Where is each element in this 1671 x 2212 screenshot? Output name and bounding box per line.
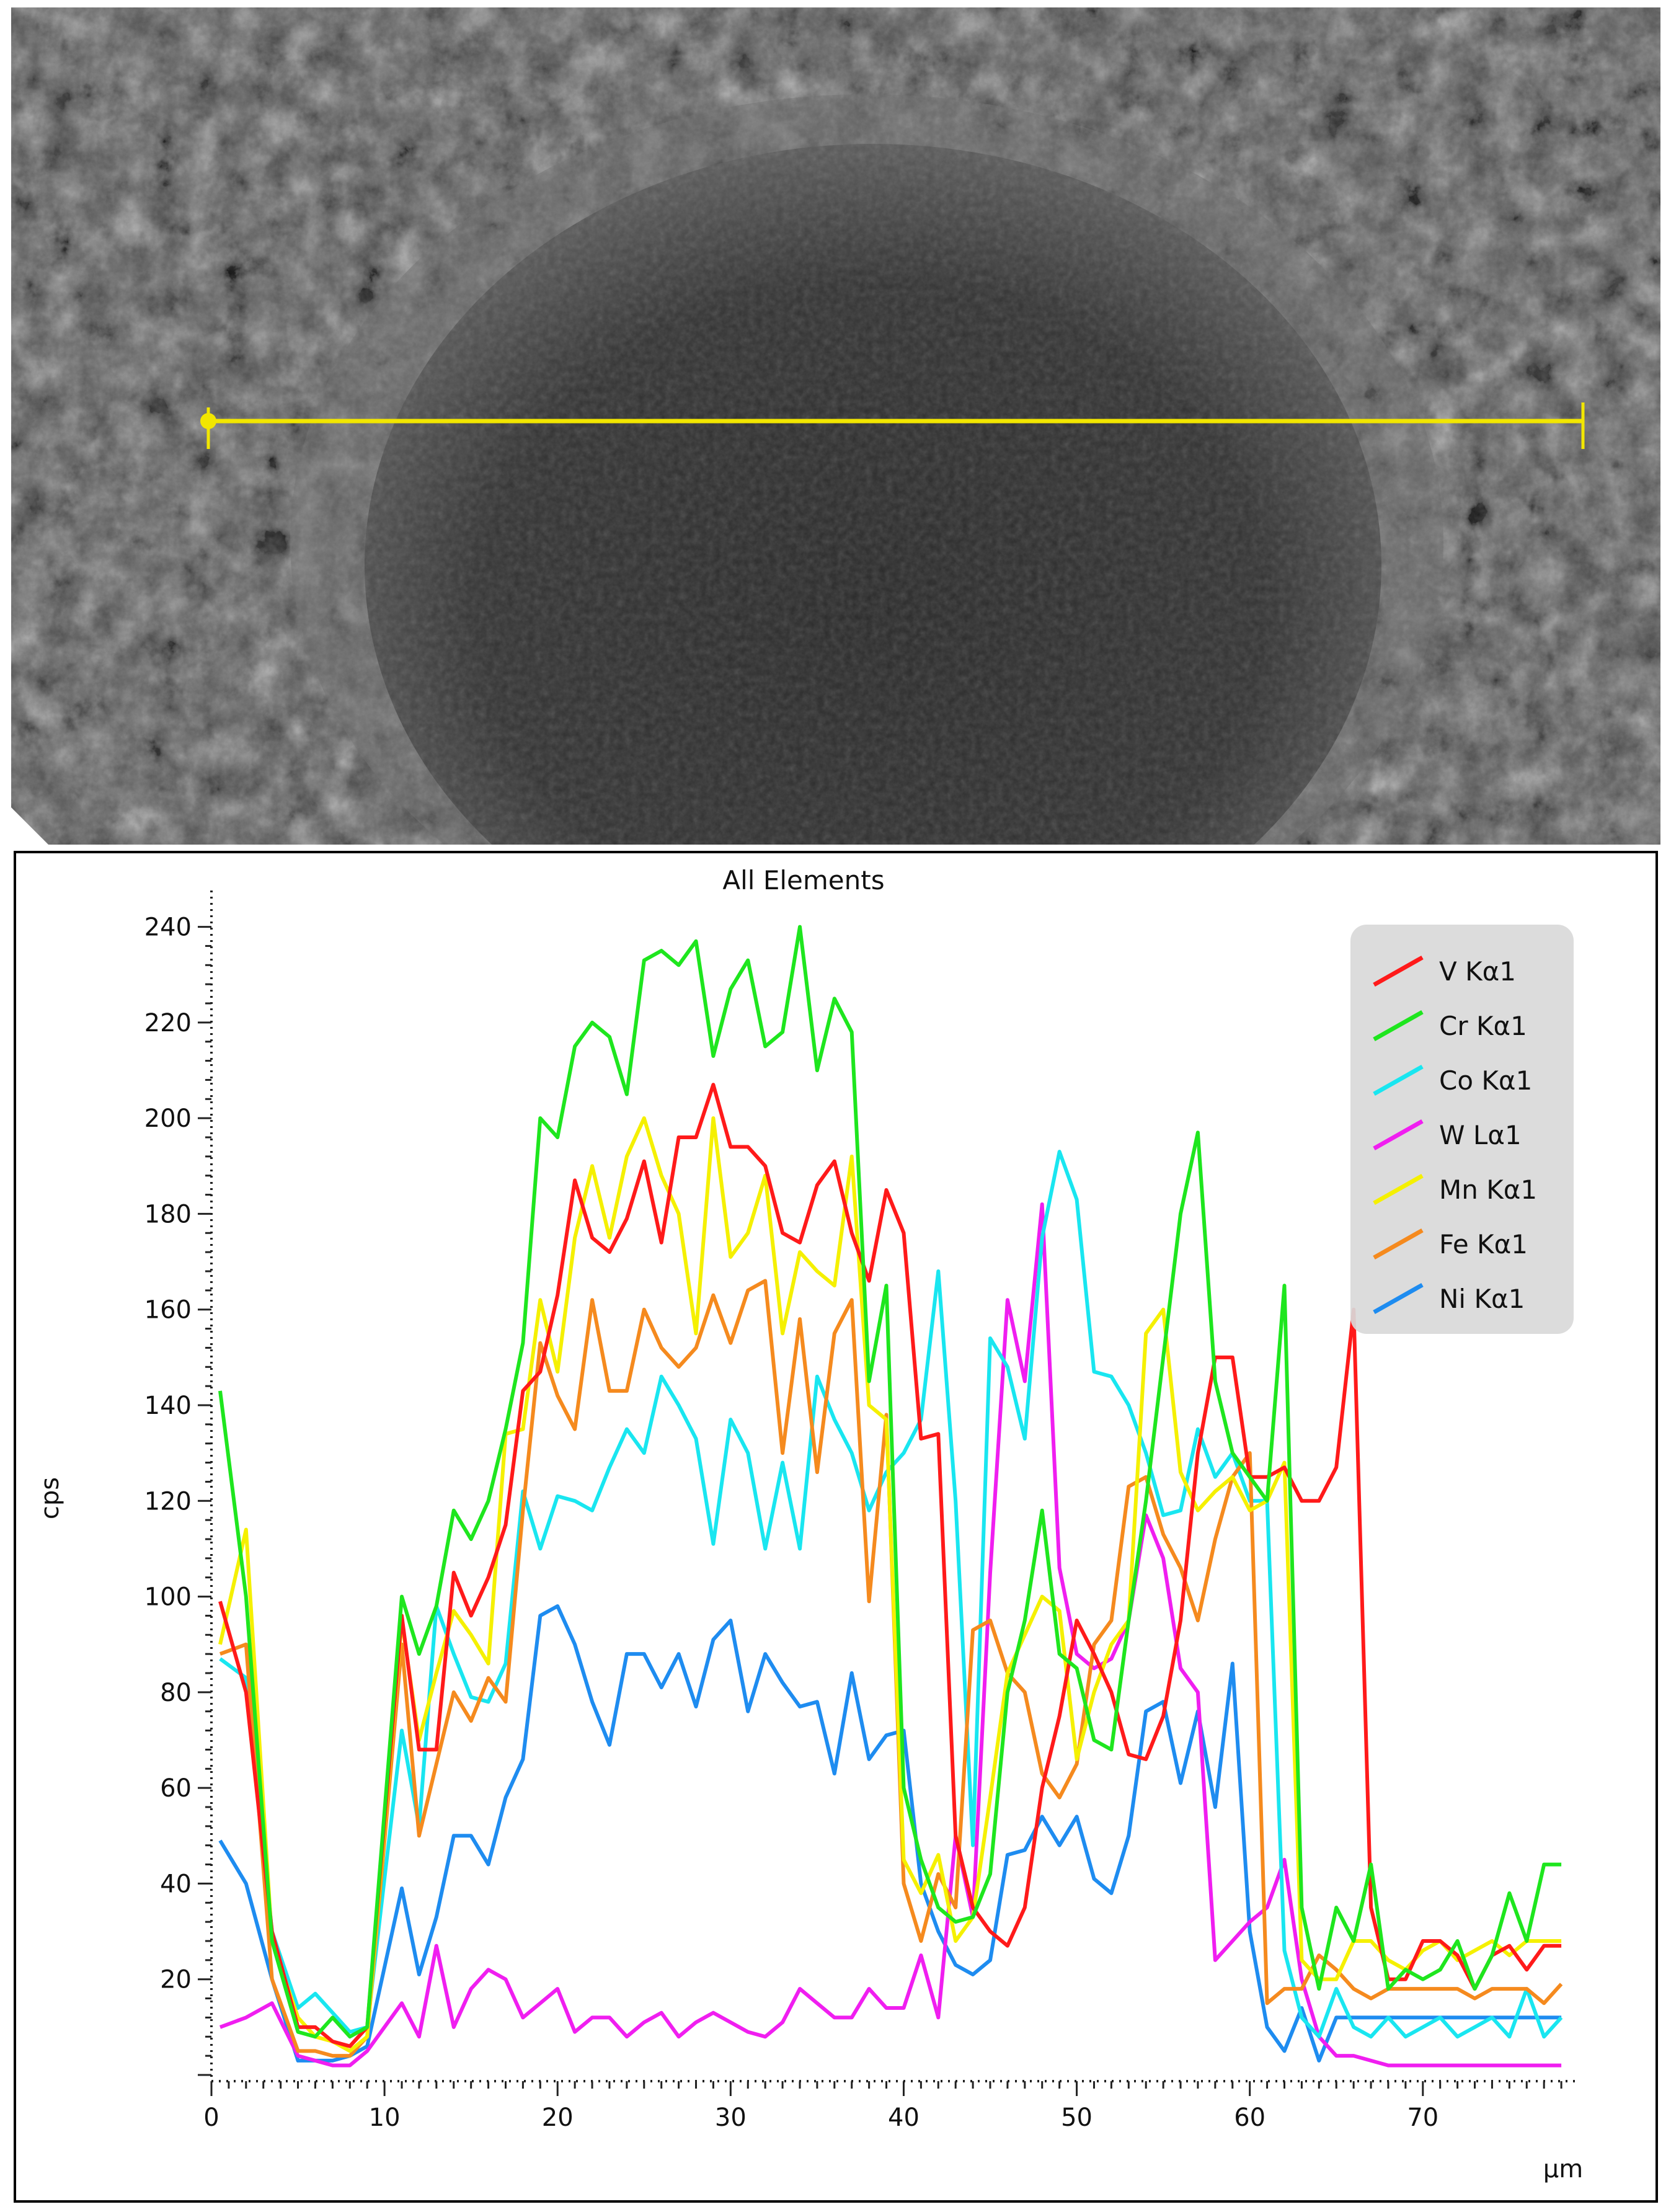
y-tick-label: 140: [144, 1392, 192, 1420]
y-tick-label: 220: [144, 1009, 192, 1037]
y-tick-label: 180: [144, 1200, 192, 1228]
y-tick-label: 100: [144, 1583, 192, 1612]
x-axis: 0 10 20 30 40 50 60 70: [203, 2080, 1579, 2132]
series-line-w: [219, 1202, 1562, 2068]
x-tick-label: 10: [369, 2103, 401, 2132]
legend-swatch: [1373, 1064, 1424, 1096]
series-line-mn: [218, 1116, 1562, 2053]
x-axis-label: µm: [1543, 2155, 1583, 2183]
y-tick-label: 60: [160, 1774, 192, 1803]
legend-swatch: [1373, 1173, 1424, 1206]
y-tick-label: 160: [144, 1296, 192, 1325]
legend: V Kα1 Cr Kα1 Co Kα1 W Lα1 Mn Kα1 Fe Kα1 Ni Kα1: [1350, 925, 1574, 1334]
series-line-cr: [218, 925, 1562, 2039]
x-tick-label: 70: [1407, 2103, 1438, 2132]
legend-label: W Lα1: [1439, 1120, 1522, 1150]
legend-label: V Kα1: [1439, 956, 1516, 987]
series-line-v: [218, 1083, 1562, 2048]
x-tick-label: 20: [542, 2103, 574, 2132]
image-corner: [11, 807, 48, 845]
y-tick-label: 20: [160, 1966, 192, 1994]
legend-label: Co Kα1: [1439, 1065, 1532, 1096]
y-tick-label: 200: [144, 1104, 192, 1133]
chart-title: All Elements: [722, 865, 884, 895]
sem-image: [11, 7, 1660, 845]
y-tick-label: 40: [160, 1870, 192, 1898]
legend-label: Mn Kα1: [1439, 1175, 1537, 1205]
sem-micrograph: [11, 7, 1660, 845]
legend-swatch: [1373, 1228, 1424, 1260]
legend-label: Ni Kα1: [1439, 1284, 1525, 1314]
y-axis-label: cps: [36, 1477, 64, 1519]
y-tick-label: 120: [144, 1487, 192, 1516]
x-tick-label: 50: [1061, 2103, 1093, 2132]
y-tick-label: 240: [144, 913, 192, 942]
chart-svg: All Elements cps µm 20406080100120140160…: [36, 865, 1583, 2183]
legend-swatch: [1373, 1119, 1424, 1151]
x-tick-label: 60: [1234, 2103, 1265, 2132]
y-axis: 20 40 60 80 100 120 140 160 180 200 220 240: [144, 891, 213, 2081]
series-lines: [218, 925, 1563, 2068]
legend-swatch: [1373, 1010, 1424, 1042]
legend-swatch: [1373, 955, 1424, 987]
legend-label: Cr Kα1: [1439, 1011, 1527, 1041]
legend-box: [1350, 925, 1574, 1334]
legend-swatch: [1373, 1282, 1424, 1315]
eds-line-scan-chart: All Elements cps µm 20 40 60 80 100 120 140 160…: [14, 851, 1658, 2203]
x-tick-label: 30: [715, 2103, 747, 2132]
series-line-fe: [219, 1279, 1563, 2058]
series-line-ni: [218, 1604, 1562, 2063]
y-tick-label: 80: [160, 1679, 192, 1707]
legend-label: Fe Kα1: [1439, 1229, 1528, 1259]
x-tick-label: 0: [203, 2103, 219, 2132]
scan-line: [200, 402, 1585, 449]
x-tick-label: 40: [888, 2103, 920, 2132]
